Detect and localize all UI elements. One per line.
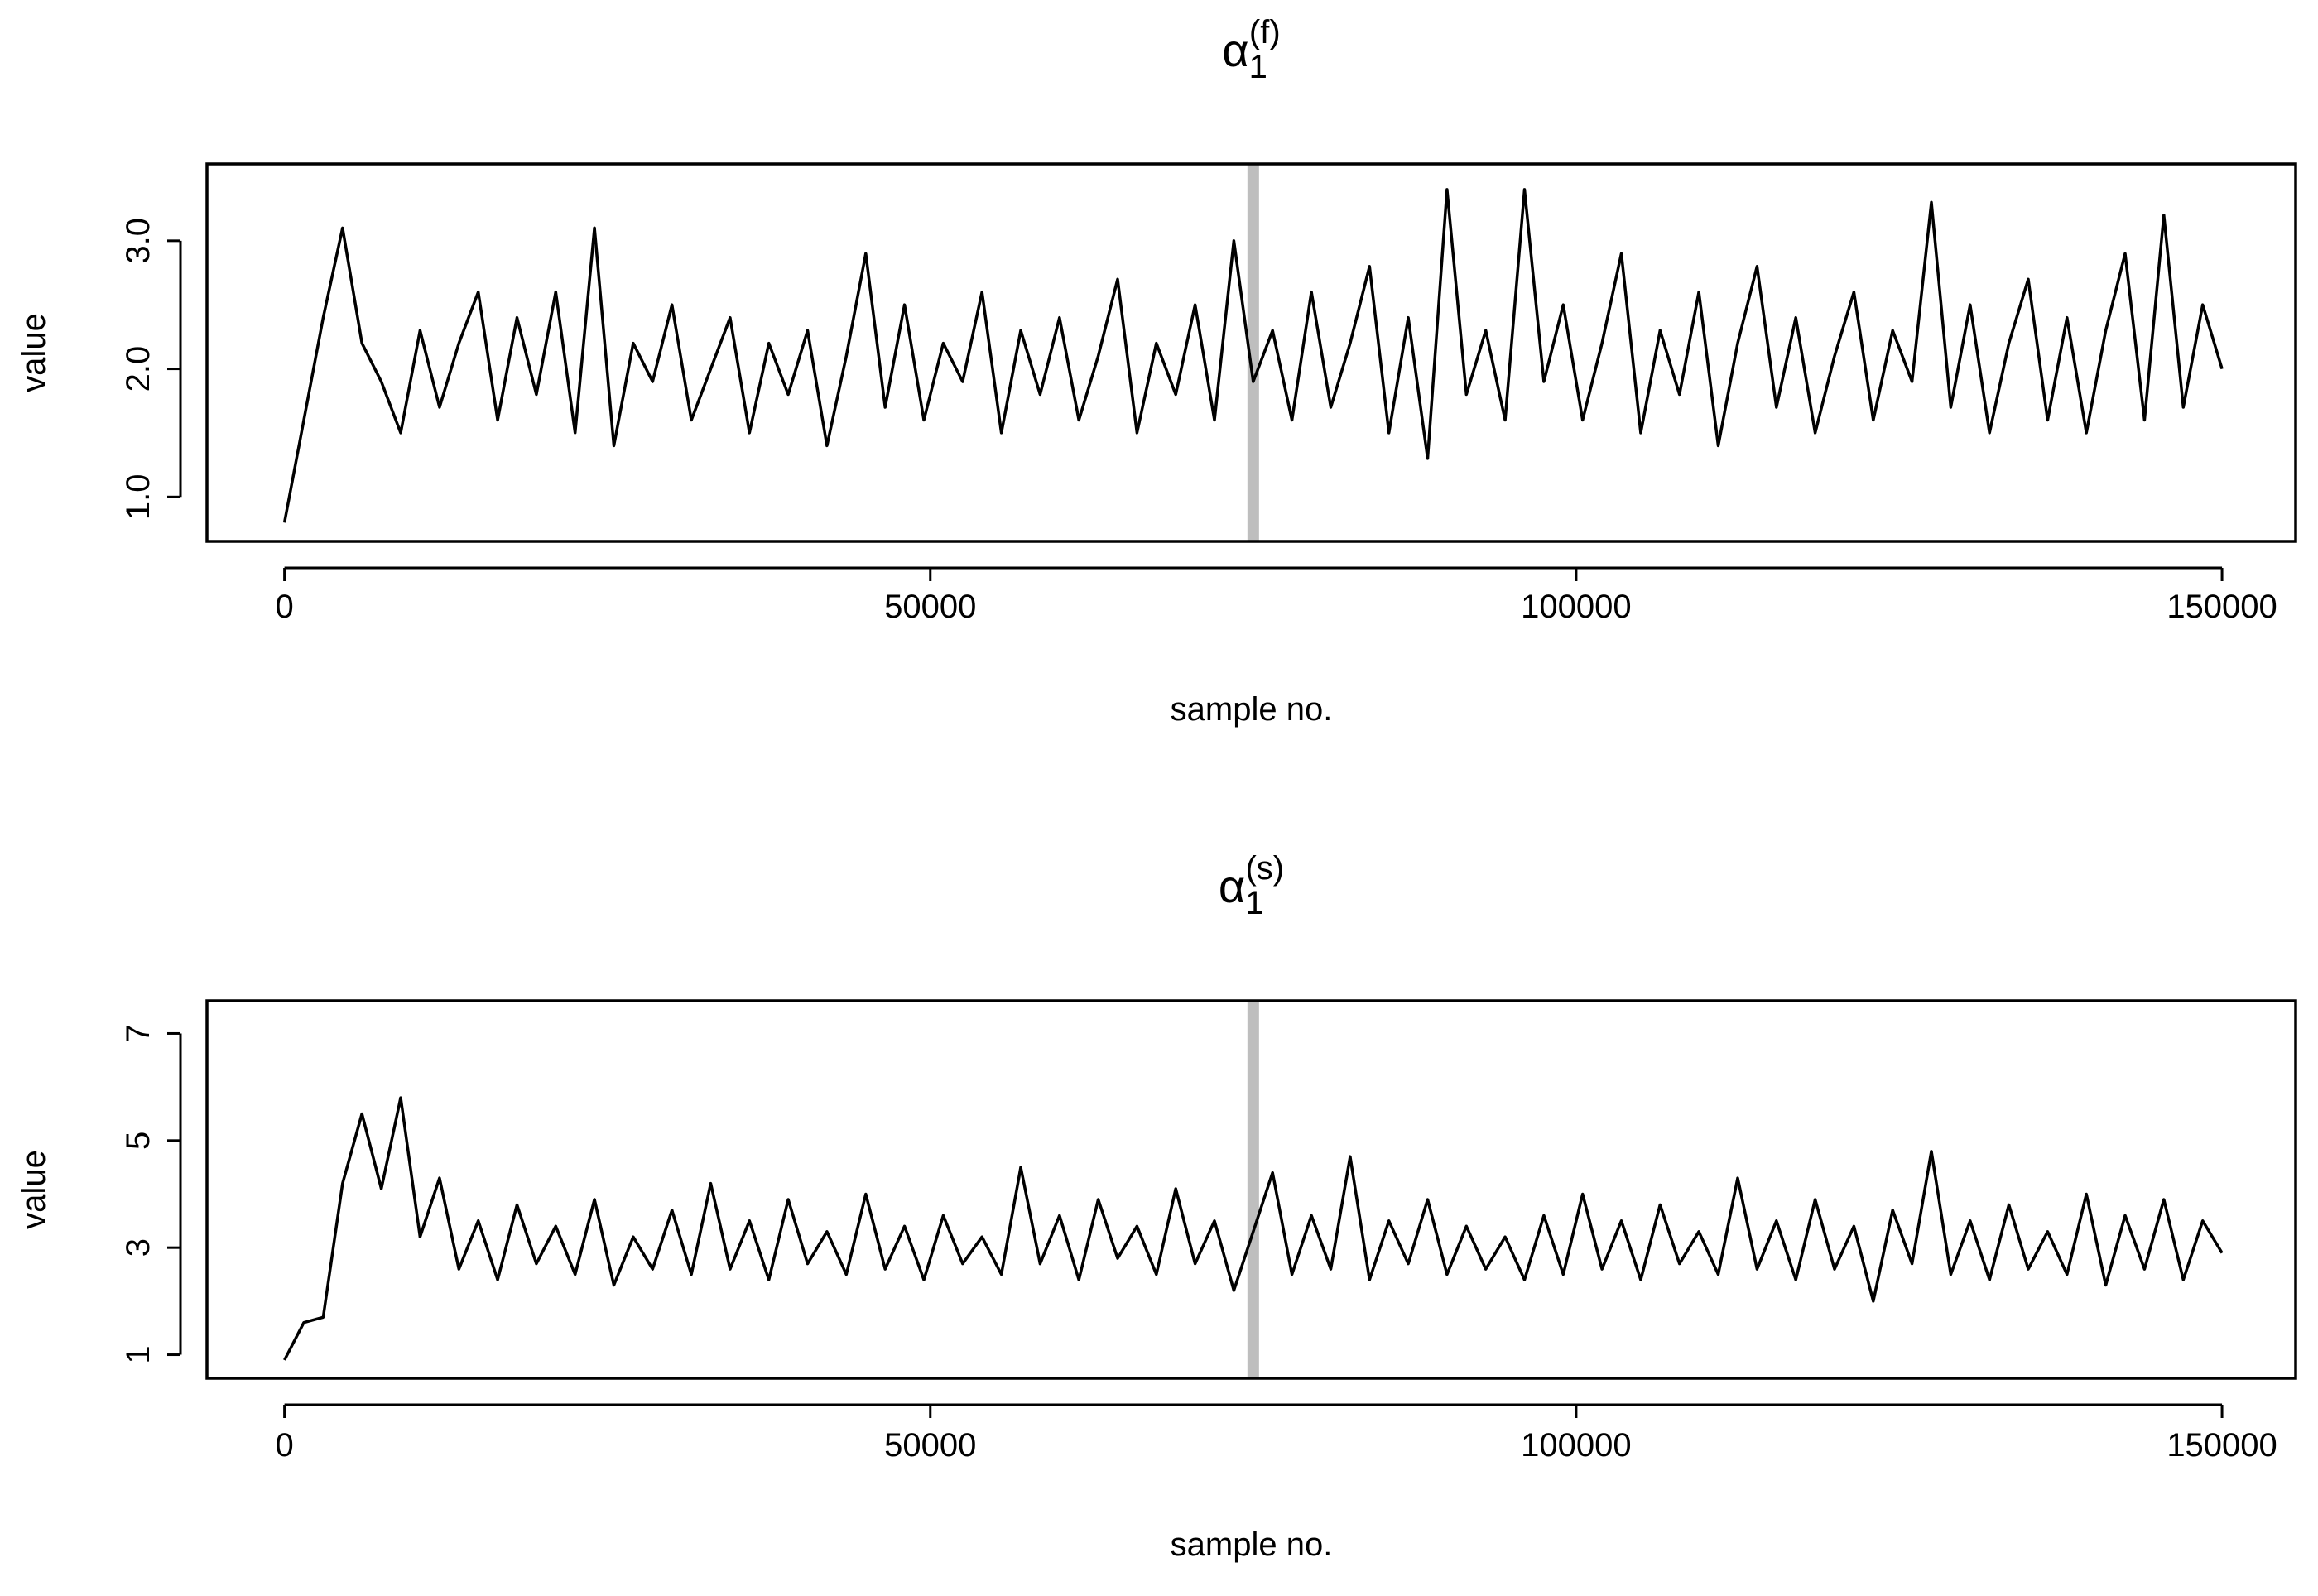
y-tick-label: 3.0 [120,218,156,264]
trace-line [283,1096,2224,1361]
x-axis-label: sample no. [1171,691,1333,728]
x-tick-label: 150000 [2167,1427,2277,1464]
y-axis-label: value [16,313,52,392]
y-tick-label: 1.0 [120,474,156,521]
y-tick-label: 2.0 [120,346,156,392]
title-subscript: 1 [1245,885,1263,921]
title-superscript: (s) [1245,850,1284,887]
chart-title: α1(s) [1219,850,1284,921]
x-tick-label: 50000 [884,1427,976,1464]
x-tick-label: 100000 [1521,589,1631,625]
plot-frame [205,999,2297,1380]
y-tick-label: 3 [120,1238,156,1257]
x-tick-label: 150000 [2167,589,2277,625]
x-tick-label: 50000 [884,589,976,625]
title-superscript: (f) [1249,14,1281,50]
title-symbol: α [1219,860,1245,912]
x-tick-label: 0 [275,1427,293,1464]
x-tick-label: 100000 [1521,1427,1631,1464]
y-tick-label: 7 [120,1024,156,1042]
x-axis-label: sample no. [1171,1526,1333,1563]
chart-title: α1(f) [1222,14,1280,85]
title-subscript: 1 [1249,49,1267,85]
plot-frame [205,162,2297,543]
y-tick-label: 1 [120,1345,156,1363]
x-tick-label: 0 [275,589,293,625]
y-axis-label: value [16,1150,52,1229]
y-tick-label: 5 [120,1132,156,1150]
trace-line [282,188,2224,523]
title-symbol: α [1222,24,1248,76]
